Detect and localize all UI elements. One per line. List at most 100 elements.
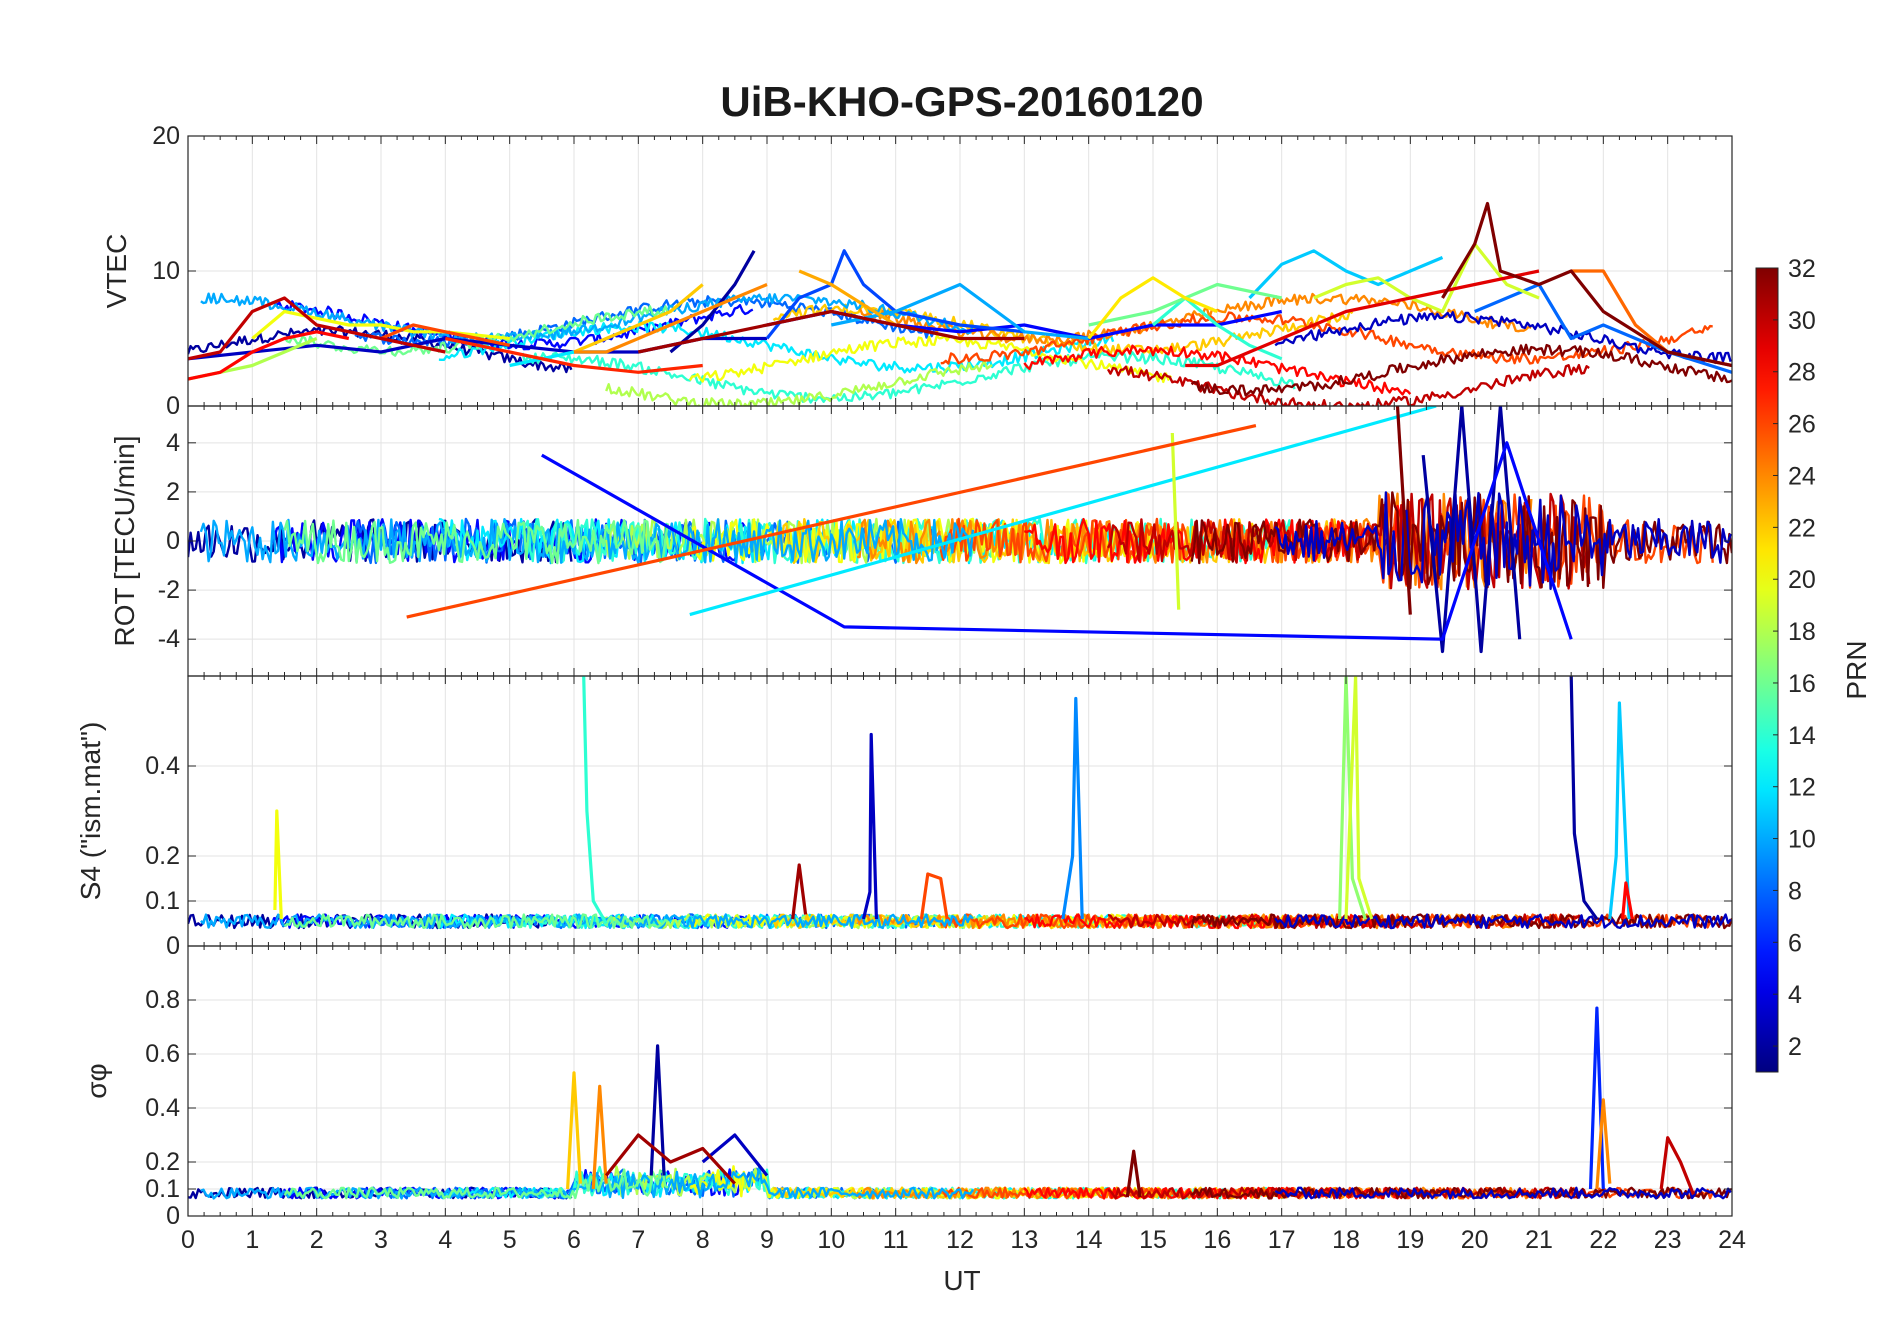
y-tick-label: 0.8 (145, 986, 180, 1014)
colorbar-tick-label: 20 (1788, 566, 1816, 594)
series-prn-19 (1344, 676, 1374, 920)
series-prn-24 (591, 1084, 608, 1190)
series-line-bg (1274, 1186, 1732, 1200)
x-tick-label: 6 (567, 1226, 581, 1254)
series-prn-31 (791, 863, 808, 920)
series-prn-22 (573, 283, 704, 354)
y-tick-label: 0.2 (145, 842, 180, 870)
series-prn-3 (701, 1133, 769, 1177)
colorbar-tick-label: 32 (1788, 255, 1816, 283)
y-tick-label: 0.6 (145, 1040, 180, 1068)
x-tick-label: 21 (1525, 1226, 1553, 1254)
colorbar-tick-label: 10 (1788, 826, 1816, 854)
series-prn-26 (919, 872, 949, 920)
x-tick-label: 12 (946, 1226, 974, 1254)
series-background (188, 1165, 1732, 1200)
series-prn-2 (1569, 676, 1599, 920)
series-prn-2 (1421, 406, 1522, 654)
colorbar-tick-label: 6 (1788, 929, 1802, 957)
colorbar-tick-label: 14 (1788, 722, 1816, 750)
series-prn-11 (1248, 249, 1444, 300)
series-prn-17 (1338, 676, 1367, 920)
panel-sigma_phi: 00.10.2 0.4 0.6 0.8 σφ (81, 945, 1733, 1230)
series-prn-23 (798, 269, 897, 327)
series-prn-9 (1061, 696, 1084, 920)
colorbar-tick-label: 22 (1788, 514, 1816, 542)
x-tick-label: 15 (1139, 1226, 1167, 1254)
series-prn-31 (604, 1133, 736, 1185)
x-tick-label: 3 (374, 1226, 388, 1254)
series-prn-7 (765, 249, 1025, 340)
x-tick-label: 0 (181, 1226, 195, 1254)
y-tick-label: 0.4 (145, 752, 180, 780)
series-prn-21 (1087, 276, 1218, 340)
x-tick-label: 22 (1589, 1226, 1617, 1254)
panel-vtec: 0 10 20 VTEC (101, 122, 1733, 420)
series-line-bg (1190, 1186, 1732, 1200)
y-tick-label: 0.1 (145, 887, 180, 915)
series-prn-12 (689, 406, 1437, 617)
x-tick-label: 18 (1332, 1226, 1360, 1254)
x-tick-label: 17 (1268, 1226, 1296, 1254)
series-line-bg (1023, 344, 1412, 396)
y-tick-label: 4 (166, 429, 180, 457)
series-prn-14 (1151, 296, 1283, 361)
x-tick-label: 19 (1396, 1226, 1424, 1254)
series-prn-19 (1170, 432, 1181, 610)
x-tick-label: 14 (1075, 1226, 1103, 1254)
series-prn-11 (1608, 701, 1631, 920)
series-background (188, 491, 1732, 591)
series-prn-29 (1185, 269, 1540, 368)
series-prn-2 (649, 1044, 666, 1176)
x-tick-label: 16 (1203, 1226, 1231, 1254)
y-tick-label: 20 (152, 122, 180, 150)
series-line-bg (1190, 343, 1732, 397)
x-tick-label: 10 (817, 1226, 845, 1254)
series-prn-27 (444, 336, 703, 374)
series-prn-24 (574, 283, 768, 354)
x-tick-label: 8 (696, 1226, 710, 1254)
chart-title: UiB-KHO-GPS-20160120 (720, 78, 1203, 125)
series-prn-5 (541, 441, 1573, 641)
series-prn-26 (380, 323, 511, 347)
series-background (188, 913, 1732, 930)
colorbar-tick-label: 12 (1788, 774, 1816, 802)
series-prn-28 (188, 330, 350, 381)
colorbar-tick-label: 18 (1788, 618, 1816, 646)
y-tick-label: 0 (166, 1202, 180, 1230)
series-line-bg (1274, 491, 1732, 590)
y-tick-label: 0 (166, 392, 180, 420)
series-prn-3 (861, 732, 878, 920)
x-tick-label: 11 (883, 1226, 909, 1254)
x-tick-label: 9 (760, 1226, 774, 1254)
y-tick-label: 0.4 (145, 1094, 180, 1122)
series-line-bg (940, 311, 1713, 365)
series-prn-32 (1441, 201, 1732, 368)
colorbar-tick-label: 16 (1788, 670, 1816, 698)
colorbar-tick-label: 4 (1788, 981, 1802, 1009)
x-tick-label: 7 (631, 1226, 645, 1254)
colorbar-tick-label: 30 (1788, 307, 1816, 335)
colorbar-tick-label: 2 (1788, 1033, 1802, 1061)
series-prn-10 (830, 282, 1089, 341)
series-line-bg (1274, 311, 1732, 365)
x-tick-label: 20 (1461, 1226, 1489, 1254)
y-tick-label: 0 (166, 932, 180, 960)
colorbar-label: PRN (1841, 640, 1872, 699)
panel-s4: 0 0.1 0.2 0.4 S4 ("ism.mat") (75, 675, 1733, 960)
x-tick-label: 13 (1010, 1226, 1038, 1254)
colorbar-tick-label: 8 (1788, 877, 1802, 905)
series-line-bg (283, 1168, 669, 1200)
x-tick-label: 2 (310, 1226, 324, 1254)
x-axis-label: UT (943, 1265, 980, 1296)
y-axis-label: VTEC (101, 234, 132, 309)
x-tick-label: 24 (1718, 1226, 1746, 1254)
series-line-bg (1106, 363, 1590, 406)
colorbar-tick-label: 24 (1788, 462, 1816, 490)
series-prn-28 (1621, 881, 1634, 920)
y-axis-label: σφ (81, 1063, 112, 1098)
series-line-bg (1274, 913, 1732, 930)
